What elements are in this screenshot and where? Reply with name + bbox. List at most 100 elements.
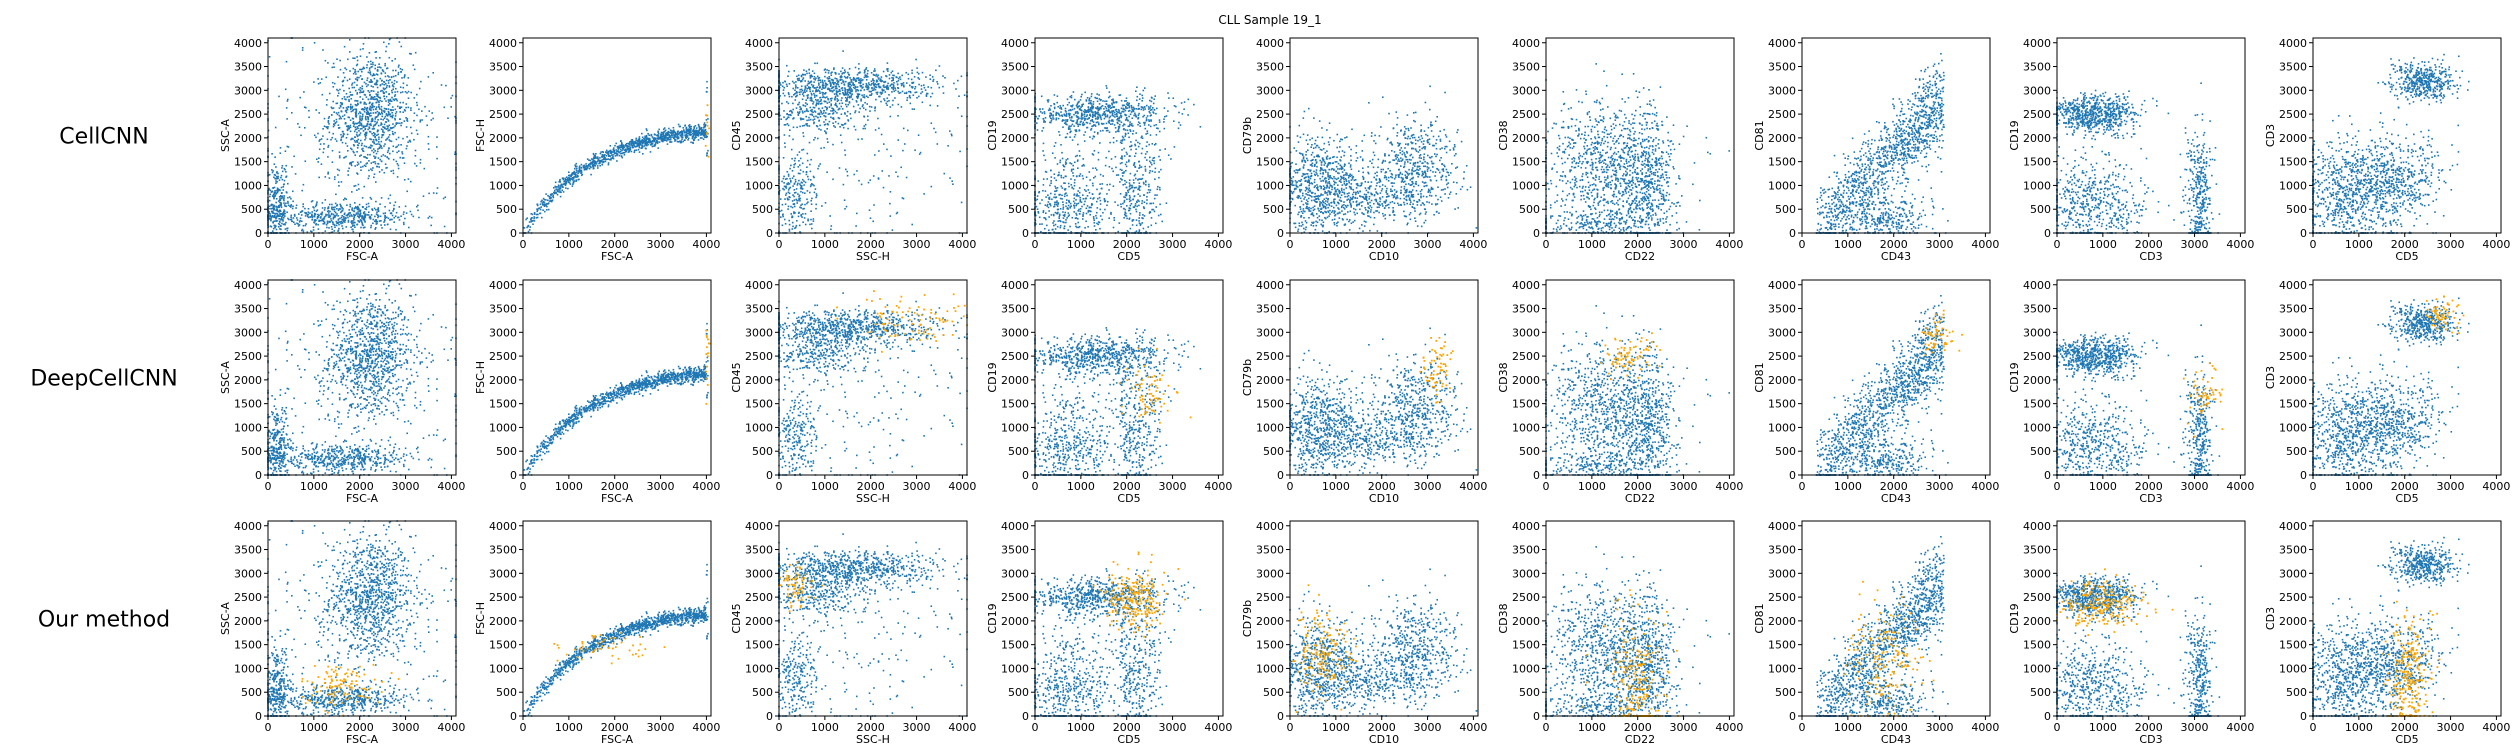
scatter-point	[280, 441, 282, 443]
scatter-point	[367, 354, 369, 356]
scatter-point	[365, 379, 367, 381]
scatter-point	[352, 110, 354, 112]
scatter-point	[343, 332, 345, 334]
scatter-point	[370, 139, 372, 141]
scatter-point	[352, 299, 354, 301]
scatter-point	[360, 227, 362, 229]
scatter-point	[400, 313, 402, 315]
scatter-point	[414, 339, 416, 341]
scatter-point	[375, 201, 377, 203]
scatter-point	[373, 161, 375, 163]
scatter-point	[406, 136, 408, 138]
scatter-point	[280, 467, 282, 469]
scatter-point	[362, 48, 364, 50]
scatter-point	[275, 437, 277, 439]
scatter-point	[324, 223, 326, 225]
scatter-point	[381, 80, 383, 82]
scatter-point	[349, 51, 351, 53]
scatter-point	[384, 206, 386, 208]
scatter-point	[374, 360, 376, 362]
scatter-point	[356, 128, 358, 130]
scatter-point	[388, 147, 390, 149]
scatter-point	[384, 466, 386, 468]
scatter-point	[354, 378, 356, 380]
scatter-point	[429, 216, 431, 218]
scatter-point	[387, 317, 389, 319]
scatter-point	[323, 390, 325, 392]
scatter-point	[388, 113, 390, 115]
scatter-point	[360, 403, 362, 405]
scatter-point	[332, 133, 334, 135]
scatter-point	[354, 614, 356, 616]
scatter-point	[296, 217, 298, 219]
scatter-point	[394, 118, 396, 120]
scatter-point	[282, 219, 284, 221]
scatter-point	[328, 121, 330, 123]
scatter-point	[369, 309, 371, 311]
scatter-point	[337, 174, 339, 176]
scatter-point	[366, 338, 368, 340]
scatter-point	[325, 199, 327, 201]
scatter-point	[385, 460, 387, 462]
scatter-point	[339, 397, 341, 399]
scatter-point	[452, 95, 454, 97]
scatter-point	[371, 363, 373, 365]
scatter-point	[394, 322, 396, 324]
scatter-point	[377, 91, 379, 93]
scatter-point	[396, 81, 398, 83]
scatter-point	[392, 88, 394, 90]
scatter-point	[374, 379, 376, 381]
scatter-point	[360, 291, 362, 293]
scatter-point	[349, 281, 351, 283]
scatter-point	[278, 452, 280, 454]
scatter-point	[393, 415, 395, 417]
scatter-point	[359, 124, 361, 126]
scatter-point	[287, 341, 289, 343]
scatter-point	[286, 192, 288, 194]
scatter-point	[406, 85, 408, 87]
scatter-point	[313, 449, 315, 451]
scatter-point	[413, 458, 415, 460]
scatter-point	[314, 213, 316, 215]
scatter-point	[305, 223, 307, 225]
scatter-point	[371, 568, 373, 570]
scatter-point	[370, 367, 372, 369]
scatter-point	[400, 86, 402, 88]
scatter-point	[341, 619, 343, 621]
scatter-point	[311, 219, 313, 221]
scatter-point	[402, 333, 404, 335]
scatter-point	[400, 457, 402, 459]
scatter-point	[369, 323, 371, 325]
scatter-point	[280, 394, 282, 396]
scatter-point	[388, 82, 390, 84]
scatter-point	[357, 136, 359, 138]
scatter-point	[406, 345, 408, 347]
scatter-point	[374, 617, 376, 619]
scatter-point	[401, 151, 403, 153]
scatter-point	[368, 402, 370, 404]
scatter-point	[333, 365, 335, 367]
scatter-point	[283, 466, 285, 468]
scatter-point	[348, 128, 350, 130]
scatter-point	[287, 99, 289, 101]
scatter-point	[406, 191, 408, 193]
scatter-point	[340, 465, 342, 467]
scatter-point	[395, 70, 397, 72]
scatter-point	[356, 110, 358, 112]
scatter-point	[350, 127, 352, 129]
scatter-point	[432, 118, 434, 120]
scatter-point	[436, 136, 438, 138]
scatter-point	[374, 310, 376, 312]
scatter-point	[358, 184, 360, 186]
scatter-point	[384, 607, 386, 609]
scatter-point	[330, 381, 332, 383]
scatter-point	[398, 74, 400, 76]
scatter-point	[274, 190, 276, 192]
scatter-point	[281, 203, 283, 205]
scatter-point	[332, 584, 334, 586]
scatter-point	[410, 369, 412, 371]
scatter-point	[363, 90, 365, 92]
scatter-point	[327, 173, 329, 175]
scatter-point	[269, 448, 271, 450]
scatter-point	[280, 455, 282, 457]
